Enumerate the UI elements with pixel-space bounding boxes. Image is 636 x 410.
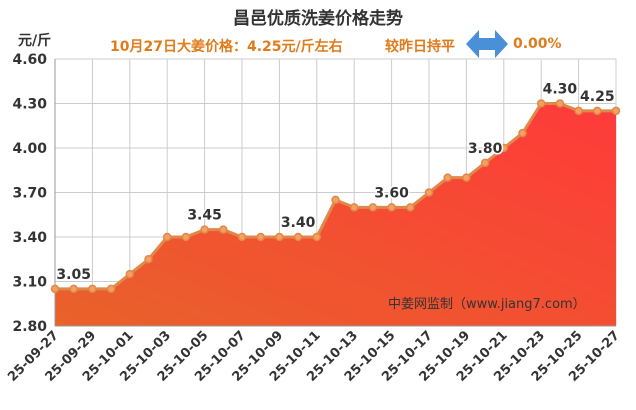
data-point bbox=[256, 232, 265, 242]
double-arrow-icon bbox=[466, 30, 508, 58]
y-tick-label: 4.60 bbox=[12, 52, 47, 68]
data-point bbox=[518, 128, 527, 138]
data-point bbox=[480, 158, 490, 168]
watermark: 中姜网监制（www.jiang7.com） bbox=[388, 297, 586, 312]
y-tick-label: 4.00 bbox=[12, 141, 47, 157]
data-point bbox=[125, 269, 135, 279]
data-label: 3.60 bbox=[374, 185, 409, 201]
y-axis-unit: 元/斤 bbox=[18, 33, 52, 49]
data-point bbox=[181, 232, 191, 242]
data-point bbox=[144, 255, 153, 264]
data-point bbox=[499, 143, 509, 153]
data-label: 4.25 bbox=[580, 89, 615, 105]
data-point bbox=[237, 232, 247, 242]
compare-label: 较昨日持平 bbox=[385, 39, 455, 55]
change-percent: 0.00% bbox=[513, 36, 562, 52]
data-point bbox=[593, 106, 602, 116]
y-tick-label: 2.80 bbox=[12, 319, 47, 335]
data-label: 3.05 bbox=[56, 267, 91, 283]
data-point bbox=[50, 284, 60, 294]
data-point bbox=[555, 99, 565, 108]
y-tick-label: 4.30 bbox=[12, 97, 47, 113]
data-point bbox=[69, 284, 78, 294]
price-area bbox=[55, 103, 616, 326]
data-point bbox=[406, 203, 415, 212]
data-point bbox=[611, 106, 621, 116]
data-point bbox=[275, 232, 284, 242]
data-label: 3.45 bbox=[187, 208, 222, 224]
data-point bbox=[200, 225, 209, 234]
data-point bbox=[349, 203, 359, 212]
data-point bbox=[387, 203, 396, 212]
data-point bbox=[443, 173, 452, 182]
data-point bbox=[536, 99, 546, 108]
data-point bbox=[88, 284, 97, 294]
data-label: 3.80 bbox=[468, 141, 503, 157]
data-label: 4.30 bbox=[543, 82, 578, 98]
data-point bbox=[312, 232, 322, 242]
data-point bbox=[462, 173, 471, 182]
y-tick-label: 3.70 bbox=[12, 186, 47, 202]
data-point bbox=[162, 232, 172, 242]
data-point bbox=[106, 284, 116, 294]
chart-title: 昌邑优质洗姜价格走势 bbox=[233, 9, 403, 29]
data-point bbox=[331, 195, 340, 205]
data-label: 3.40 bbox=[281, 215, 316, 231]
y-tick-label: 3.10 bbox=[12, 275, 47, 291]
data-point bbox=[368, 203, 378, 212]
data-point bbox=[219, 225, 228, 234]
price-note: 10月27日大姜价格：4.25元/斤左右 bbox=[110, 39, 343, 55]
data-point bbox=[424, 188, 434, 197]
y-tick-label: 3.40 bbox=[12, 230, 47, 246]
data-point bbox=[574, 106, 583, 116]
data-point bbox=[293, 232, 303, 242]
